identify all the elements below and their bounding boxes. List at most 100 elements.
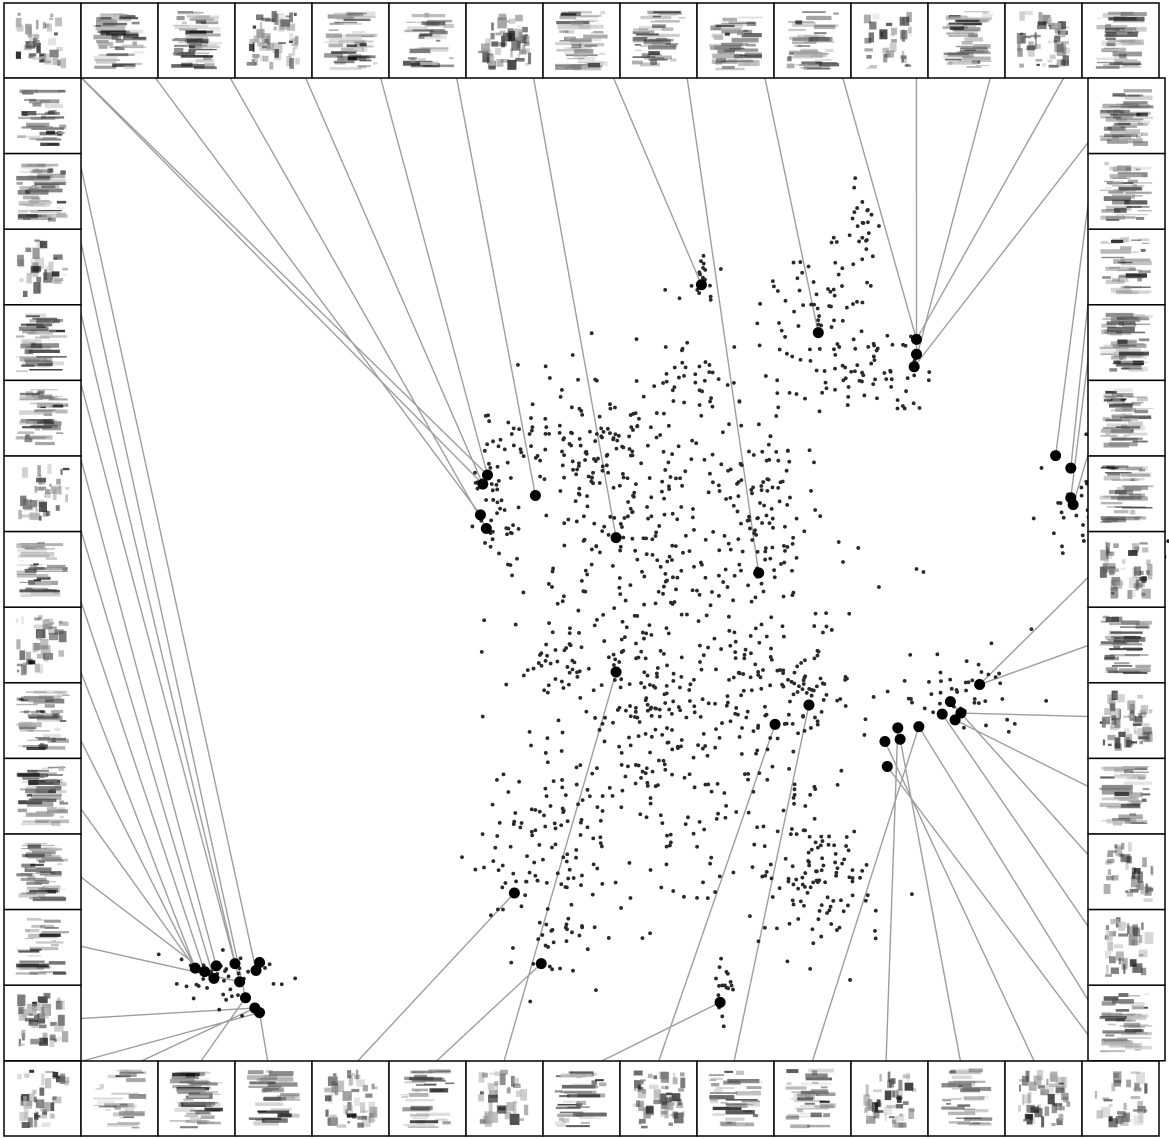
thumbnail-patch bbox=[1139, 570, 1144, 575]
highlighted-point bbox=[239, 992, 251, 1004]
thumbnail-patch bbox=[559, 1111, 584, 1114]
data-point bbox=[560, 778, 564, 782]
thumbnail-patch bbox=[1017, 48, 1023, 57]
data-point bbox=[538, 458, 543, 463]
data-point bbox=[692, 785, 697, 790]
thumbnail-patch bbox=[1124, 26, 1147, 32]
thumbnail-patch bbox=[1125, 132, 1144, 136]
thumbnail-patch bbox=[34, 183, 60, 189]
thumbnail-patch bbox=[516, 1118, 524, 1121]
thumbnail-patch bbox=[39, 871, 62, 876]
data-point bbox=[931, 710, 936, 715]
thumbnail-patch bbox=[1121, 340, 1136, 344]
highlighted-point bbox=[944, 696, 956, 708]
data-point bbox=[643, 656, 648, 661]
thumbnail-patch bbox=[39, 933, 61, 937]
thumbnail-patch bbox=[1131, 939, 1135, 946]
thumbnail-patch bbox=[639, 62, 660, 67]
data-point bbox=[495, 500, 500, 505]
data-point bbox=[519, 904, 524, 909]
connector-lines bbox=[38, 65, 1157, 1074]
thumbnail-patch bbox=[49, 1034, 56, 1041]
thumbnail-patch bbox=[1141, 242, 1150, 245]
data-point bbox=[543, 943, 548, 948]
data-point bbox=[567, 631, 572, 636]
thumbnail-patch bbox=[25, 929, 40, 933]
thumbnail-patch bbox=[422, 1079, 435, 1082]
thumbnail-patch bbox=[737, 16, 763, 19]
data-point bbox=[552, 821, 557, 826]
thumbnail-patch bbox=[890, 1078, 896, 1084]
thumbnail-patch bbox=[25, 41, 36, 49]
thumbnail-patch bbox=[93, 34, 119, 40]
data-point bbox=[628, 453, 633, 458]
data-point bbox=[806, 850, 811, 855]
thumbnail-patch bbox=[1120, 39, 1137, 44]
data-point bbox=[571, 467, 575, 472]
thumbnail-patch bbox=[1128, 421, 1144, 427]
data-point bbox=[814, 684, 819, 689]
thumbnail-patch bbox=[650, 20, 680, 23]
thumbnail-patch bbox=[573, 1112, 607, 1117]
thumbnail-patch bbox=[489, 1072, 496, 1075]
thumbnail-patch bbox=[565, 54, 598, 57]
thumbnail-patch bbox=[943, 55, 975, 59]
thumbnail-patch bbox=[1114, 844, 1118, 849]
thumbnail-patch bbox=[1141, 547, 1149, 553]
thumbnail-patch bbox=[968, 33, 978, 38]
thumbnail-patch bbox=[31, 795, 62, 800]
thumbnail-patch bbox=[1122, 559, 1126, 564]
thumbnail-patch bbox=[255, 1102, 283, 1106]
data-point bbox=[511, 426, 516, 431]
thumbnail-patch bbox=[1037, 1085, 1046, 1089]
thumbnail-patch bbox=[1106, 218, 1120, 221]
thumbnail-patch bbox=[253, 1121, 279, 1126]
thumbnail-patch bbox=[435, 1070, 451, 1073]
thumbnail-patch bbox=[186, 1080, 209, 1085]
data-point bbox=[709, 855, 714, 860]
data-point bbox=[639, 775, 643, 780]
data-point bbox=[636, 734, 641, 739]
data-point bbox=[224, 967, 229, 971]
data-point bbox=[782, 560, 787, 565]
thumbnail-patch bbox=[1019, 63, 1024, 68]
thumbnail-patch bbox=[16, 543, 44, 548]
thumbnail-patch bbox=[1118, 261, 1133, 264]
data-point bbox=[665, 726, 669, 730]
data-point bbox=[626, 514, 630, 519]
thumbnail-patch bbox=[177, 1071, 211, 1074]
thumbnail-patch bbox=[39, 924, 46, 929]
data-point bbox=[670, 388, 675, 393]
thumbnail-patch bbox=[1106, 858, 1115, 864]
thumbnail-patch bbox=[33, 1096, 37, 1103]
thumbnail-patch bbox=[1063, 1096, 1069, 1103]
data-point bbox=[562, 436, 566, 441]
thumbnail-patch bbox=[20, 711, 38, 713]
thumbnail-patch bbox=[99, 13, 112, 15]
thumbnail-patch bbox=[36, 276, 42, 283]
data-point bbox=[746, 810, 751, 815]
data-point bbox=[790, 864, 795, 869]
thumbnail-patch bbox=[1096, 61, 1124, 64]
thumbnail-patch bbox=[1128, 995, 1141, 997]
thumbnail-patch bbox=[16, 873, 33, 877]
thumbnail-patch bbox=[265, 18, 275, 22]
data-point bbox=[840, 318, 845, 323]
thumbnail-patch bbox=[59, 816, 65, 819]
data-point bbox=[627, 682, 632, 687]
thumbnail-patch bbox=[891, 39, 897, 43]
thumbnail-patch bbox=[571, 20, 595, 23]
thumbnail-patch bbox=[176, 1088, 206, 1093]
data-point bbox=[594, 432, 599, 436]
data-point bbox=[771, 284, 776, 289]
thumbnail-patch bbox=[1114, 768, 1127, 773]
thumbnail-patch bbox=[104, 20, 114, 25]
thumbnail-patch bbox=[24, 435, 53, 440]
thumbnail-patch bbox=[46, 23, 52, 32]
thumbnail-patch bbox=[347, 1120, 350, 1124]
thumbnail-patch bbox=[1115, 489, 1127, 495]
data-point bbox=[567, 670, 572, 675]
thumbnail-patch bbox=[1138, 238, 1150, 242]
data-point bbox=[240, 1013, 244, 1018]
thumbnail-patch bbox=[1129, 361, 1148, 363]
